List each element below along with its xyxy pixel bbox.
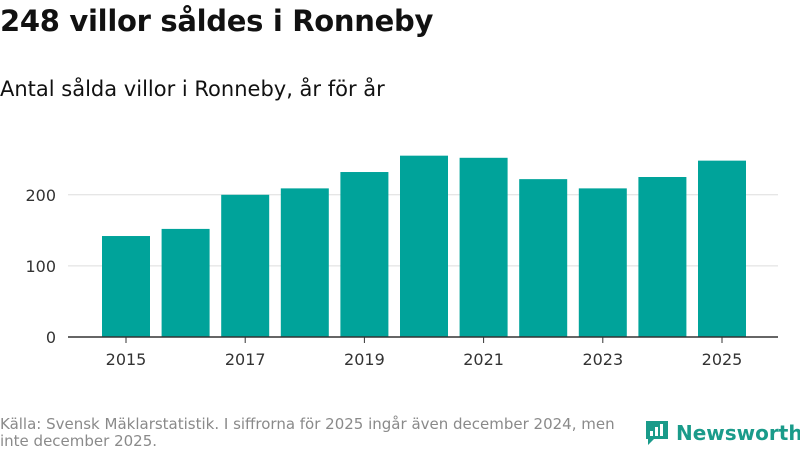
source-note: Källa: Svensk Mäklarstatistik. I siffror… [0,415,615,450]
bar-2023 [578,188,627,337]
bars [102,155,746,337]
bar-2018 [280,188,329,337]
y-tick-label: 200 [25,186,56,205]
chart-subtitle: Antal sålda villor i Ronneby, år för år [0,77,385,101]
x-tick-label: 2017 [225,350,266,369]
bar-chart: 0 100 200 2015 2017 2019 2021 2023 2025 [25,155,778,369]
y-tick-label: 0 [46,328,56,347]
bar-2016 [161,228,210,337]
bar-2021 [459,157,508,337]
x-tick-label: 2023 [582,350,623,369]
x-tick-label: 2019 [344,350,385,369]
x-tick-label: 2025 [702,350,743,369]
y-tick-label: 100 [25,257,56,276]
x-tick-label: 2021 [463,350,504,369]
bar-2022 [519,179,568,337]
bar-2019 [340,172,389,337]
x-tick-label: 2015 [106,350,147,369]
bar-2017 [221,194,270,337]
bar-2015 [102,236,150,337]
brand-logo[interactable]: Newsworthy [644,418,800,448]
bar-2020 [400,155,448,337]
bar-2024 [638,177,687,337]
newsworthy-logo-icon [646,421,668,445]
chart-title: 248 villor såldes i Ronneby [0,4,434,38]
bar-2025 [698,160,746,337]
brand-name: Newsworthy [676,421,800,445]
axes: 0 100 200 2015 2017 2019 2021 2023 2025 [25,186,778,369]
